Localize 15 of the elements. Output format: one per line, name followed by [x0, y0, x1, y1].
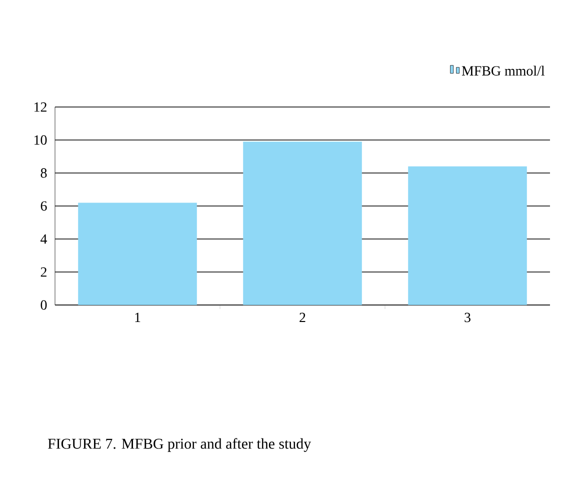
legend-label: MFBG mmol/l — [462, 66, 545, 76]
y-tick-label: 0 — [40, 300, 47, 310]
bar — [243, 142, 362, 305]
y-tick-label: 6 — [40, 201, 47, 211]
y-tick-label: 2 — [40, 267, 46, 277]
bar — [78, 202, 197, 305]
x-tick-label: 1 — [135, 312, 140, 322]
caption: FIGURE 7. MFBG prior and after the study — [48, 438, 312, 452]
y-tick-label: 4 — [40, 234, 48, 244]
y-tick-label: 8 — [40, 168, 47, 178]
bar — [408, 166, 527, 305]
y-tick-label: 10 — [34, 135, 47, 145]
y-tick-label: 12 — [34, 102, 46, 112]
x-tick-label: 2 — [300, 312, 306, 322]
x-tick-label: 3 — [464, 312, 470, 322]
